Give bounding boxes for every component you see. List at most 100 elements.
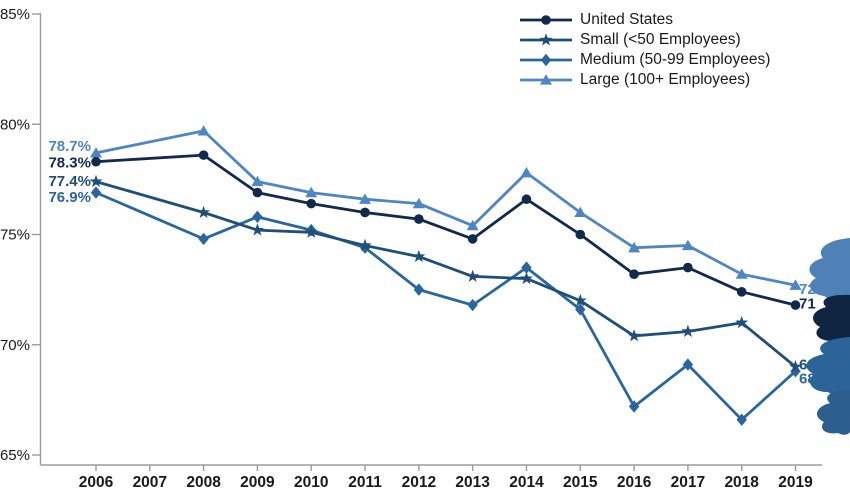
triangle-marker-icon [540, 74, 552, 85]
legend: United States Small (<50 Employees) Medi… [519, 10, 770, 90]
diamond-marker-icon [521, 261, 532, 274]
star-marker-icon [520, 271, 533, 285]
legend-label: United States [580, 11, 674, 28]
y-tick-label: 75% [0, 227, 30, 244]
x-tick-label: 2011 [348, 474, 382, 491]
series-start-label: 76.9% [48, 189, 91, 206]
star-marker-icon [573, 293, 587, 307]
united-states-line-marker-icon [519, 11, 573, 29]
decorative-blob [809, 238, 850, 302]
star-marker-icon [197, 205, 211, 218]
star-marker-icon [89, 174, 103, 188]
triangle-marker-icon [789, 279, 802, 290]
y-tick-label: 85% [0, 6, 30, 23]
series-line [95, 180, 797, 368]
star-marker-icon [412, 249, 426, 263]
x-tick-label: 2008 [186, 474, 221, 491]
x-tick-label: 2007 [133, 474, 167, 491]
circle-marker-icon [683, 262, 693, 273]
diamond-marker-icon [575, 303, 586, 316]
star-marker-icon [681, 324, 695, 337]
x-tick-label: 2012 [402, 474, 436, 491]
x-tick-label: 2009 [240, 474, 275, 491]
legend-item-large-employees: Large (100+ Employees) [519, 70, 770, 90]
series-start-label: 78.3% [48, 155, 91, 172]
x-tick-label: 2016 [617, 474, 652, 491]
large-employees-line-marker-icon [519, 71, 573, 89]
decorative-blob [813, 294, 850, 343]
triangle-marker-icon [466, 219, 479, 231]
circle-marker-icon [575, 229, 586, 240]
medium-employees-line-marker-icon [519, 51, 573, 69]
x-tick-label: 2014 [509, 474, 544, 491]
star-marker-icon [466, 269, 480, 282]
diamond-marker-icon [413, 283, 425, 296]
star-marker-icon [251, 223, 264, 236]
triangle-marker-icon [681, 239, 694, 251]
star-marker-icon [789, 360, 802, 373]
circle-marker-icon [91, 156, 101, 167]
series-start-label: 78.7% [48, 138, 91, 155]
series-large-100-employees: 78.7%72 [48, 125, 816, 298]
circle-marker-icon [252, 187, 263, 198]
triangle-marker-icon [628, 241, 641, 253]
circle-marker-icon [790, 300, 801, 310]
legend-label: Medium (50-99 Employees) [580, 51, 771, 68]
y-tick-label: 65% [0, 447, 30, 464]
circle-marker-icon [541, 15, 551, 25]
series-medium-50-99-employees: 76.9%68 [48, 186, 816, 426]
star-marker-icon [539, 33, 553, 46]
series-start-label: 77.4% [48, 173, 91, 190]
x-tick-label: 2018 [724, 474, 759, 491]
decorative-blob [806, 337, 850, 397]
x-tick-label: 2017 [671, 474, 705, 491]
diamond-marker-icon [467, 298, 478, 312]
star-marker-icon [627, 329, 641, 342]
triangle-marker-icon [197, 125, 210, 136]
circle-marker-icon [467, 234, 478, 244]
series-line [95, 191, 797, 422]
circle-marker-icon [521, 194, 532, 205]
y-tick-label: 70% [0, 337, 30, 354]
triangle-marker-icon [305, 186, 318, 198]
diamond-marker-icon [252, 210, 263, 224]
y-tick-label: 80% [0, 116, 30, 133]
star-marker-icon [735, 315, 749, 329]
x-tick-label: 2019 [778, 474, 813, 491]
x-tick-label: 2006 [79, 474, 114, 491]
diamond-marker-icon [90, 186, 102, 199]
triangle-marker-icon [90, 147, 102, 158]
x-tick-label: 2015 [563, 474, 598, 491]
triangle-marker-icon [359, 193, 372, 204]
diamond-marker-icon [540, 53, 552, 67]
triangle-marker-icon [735, 268, 748, 279]
diamond-marker-icon [736, 413, 747, 426]
small-employees-line-marker-icon [519, 31, 573, 49]
diamond-marker-icon [628, 400, 640, 413]
circle-marker-icon [360, 207, 370, 218]
circle-marker-icon [736, 287, 747, 297]
legend-label: Small (<50 Employees) [580, 31, 741, 48]
star-marker-icon [358, 238, 372, 251]
legend-item-medium-employees: Medium (50-99 Employees) [519, 50, 770, 70]
triangle-marker-icon [412, 197, 425, 209]
triangle-marker-icon [251, 175, 264, 187]
triangle-marker-icon [574, 206, 587, 218]
legend-label: Large (100+ Employees) [580, 71, 751, 88]
circle-marker-icon [198, 150, 209, 160]
series-united-states: 78.3% 71 [48, 150, 816, 313]
x-tick-label: 2010 [294, 474, 328, 491]
series-line [95, 153, 796, 307]
decorative-blob [817, 390, 850, 435]
x-tick-label: 2013 [455, 474, 490, 491]
circle-marker-icon [629, 269, 639, 279]
circle-marker-icon [414, 214, 424, 224]
series-end-label: 71 [799, 296, 816, 313]
legend-item-small-employees: Small (<50 Employees) [519, 30, 770, 50]
diamond-marker-icon [682, 358, 694, 371]
star-marker-icon [304, 225, 318, 238]
triangle-marker-icon [520, 166, 533, 178]
legend-item-united-states: United States [519, 10, 770, 30]
